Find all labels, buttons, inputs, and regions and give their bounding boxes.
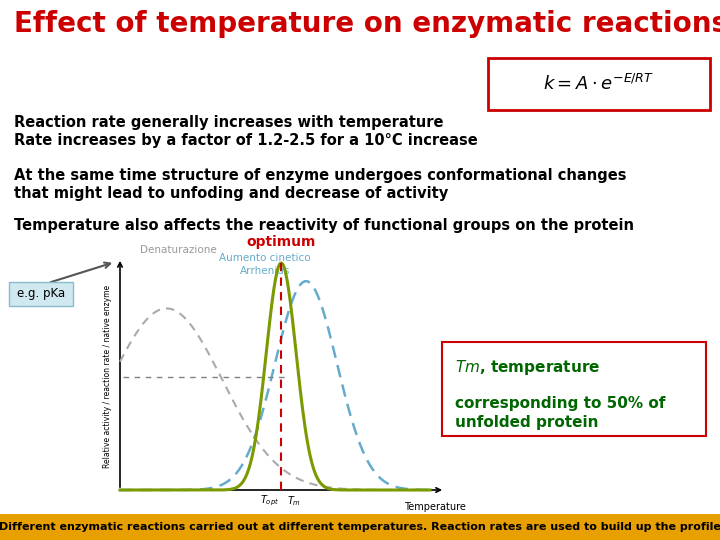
Text: Rate increases by a factor of 1.2-2.5 for a 10°C increase: Rate increases by a factor of 1.2-2.5 fo…: [14, 133, 478, 148]
Text: optimum: optimum: [246, 235, 316, 249]
Text: Different enzymatic reactions carried out at different temperatures. Reaction ra: Different enzymatic reactions carried ou…: [0, 522, 720, 532]
Text: $k = A \cdot e^{-E/RT}$: $k = A \cdot e^{-E/RT}$: [544, 74, 654, 94]
Text: Effect of temperature on enzymatic reactions: Effect of temperature on enzymatic react…: [14, 10, 720, 38]
Text: At the same time structure of enzyme undergoes conformational changes: At the same time structure of enzyme und…: [14, 168, 626, 183]
Text: $T_m$: $T_m$: [287, 494, 301, 508]
Text: corresponding to 50% of
unfolded protein: corresponding to 50% of unfolded protein: [455, 377, 665, 430]
Text: Relative activity / reaction rate / native enzyme: Relative activity / reaction rate / nati…: [104, 285, 112, 468]
Text: $\it{Tm}$, temperature: $\it{Tm}$, temperature: [455, 358, 600, 377]
Text: Reaction rate generally increases with temperature: Reaction rate generally increases with t…: [14, 115, 444, 130]
Text: that might lead to unfoding and decrease of activity: that might lead to unfoding and decrease…: [14, 186, 449, 201]
FancyBboxPatch shape: [442, 342, 706, 436]
Bar: [0, 514, 720, 540]
Text: $T_{opt}$: $T_{opt}$: [260, 494, 279, 508]
FancyBboxPatch shape: [488, 58, 710, 110]
FancyBboxPatch shape: [9, 282, 73, 306]
Text: Denaturazione: Denaturazione: [140, 245, 217, 255]
Text: e.g. pKa: e.g. pKa: [17, 287, 65, 300]
Text: Temperature also affects the reactivity of functional groups on the protein: Temperature also affects the reactivity …: [14, 218, 634, 233]
Text: Temperature: Temperature: [404, 502, 466, 512]
Text: Aumento cinetico
Arrhenius: Aumento cinetico Arrhenius: [219, 253, 311, 276]
